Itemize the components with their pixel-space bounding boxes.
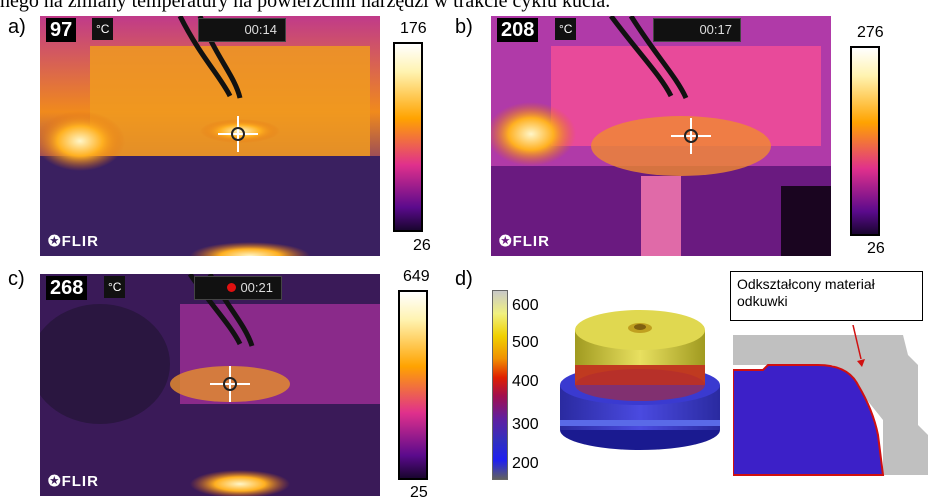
temperature-readout-a: 97	[46, 18, 76, 42]
legend-value-300: 300	[512, 416, 539, 434]
timer-b: 00:17	[653, 18, 741, 42]
scale-min-c: 25	[410, 484, 428, 502]
flir-logo-b: ✪FLIR	[499, 232, 550, 250]
panel-b-label: b)	[455, 16, 473, 39]
figure-caption-fragment: nego na zmiany temperatury na powierzchn…	[0, 0, 928, 13]
thermal-image-c: 268 °C 00:21 ✪FLIR	[40, 274, 380, 496]
thermal-scene-b	[491, 16, 831, 256]
legend-value-200: 200	[512, 455, 539, 473]
panel-c-label: c)	[8, 268, 25, 291]
panel-d-label: d)	[455, 268, 473, 291]
temperature-readout-b: 208	[497, 18, 538, 42]
panel-a-label: a)	[8, 16, 26, 39]
unit-label-a: °C	[92, 18, 113, 40]
scale-min-b: 26	[867, 240, 885, 258]
thermal-image-b: 208 °C 00:17 ✪FLIR	[491, 16, 831, 256]
scale-max-b: 276	[857, 24, 884, 42]
scale-max-c: 649	[403, 268, 430, 286]
thermal-image-a: 97 °C 00:14 ✪FLIR	[40, 16, 380, 256]
scale-max-a: 176	[400, 20, 427, 38]
color-scale-c	[398, 290, 428, 480]
record-indicator-icon	[227, 283, 236, 292]
flir-logo-c: ✪FLIR	[48, 472, 99, 490]
unit-label-c: °C	[104, 276, 125, 298]
thermal-scene-c	[40, 274, 380, 496]
color-scale-b	[850, 46, 880, 236]
legend-value-600: 600	[512, 297, 539, 315]
timer-a: 00:14	[198, 18, 286, 42]
temperature-readout-c: 268	[46, 276, 87, 300]
unit-label-b: °C	[555, 18, 576, 40]
legend-value-500: 500	[512, 334, 539, 352]
fem-forging-3d	[555, 290, 730, 460]
fem-legend-bar	[492, 290, 508, 480]
color-scale-a	[393, 42, 423, 232]
legend-value-400: 400	[512, 373, 539, 391]
scale-min-a: 26	[413, 237, 431, 255]
flir-logo-a: ✪FLIR	[48, 232, 99, 250]
annotation-box: Odkształcony materiał odkuwki	[730, 271, 923, 321]
fem-cross-section	[733, 325, 928, 480]
thermal-scene-a	[40, 16, 380, 256]
timer-c: 00:21	[194, 276, 282, 300]
